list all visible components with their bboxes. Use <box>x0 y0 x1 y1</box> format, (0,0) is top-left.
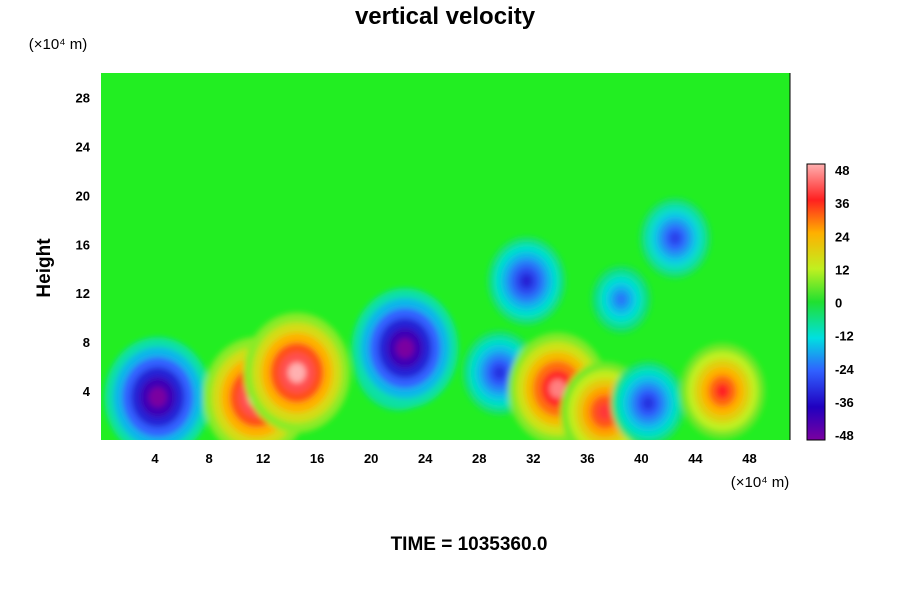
contour-feature <box>351 288 459 409</box>
y-axis-label: Height <box>34 238 55 298</box>
y-tick-label: 20 <box>76 188 90 203</box>
colorbar-tick-label: -24 <box>835 362 855 377</box>
contour-feature <box>104 337 211 440</box>
x-tick-label: 16 <box>310 451 324 466</box>
y-axis-unit-label: (×10⁴ m) <box>29 36 88 53</box>
contour-level <box>597 403 613 421</box>
y-axis-ticks: 4 8 12 16 20 24 28 <box>76 90 91 399</box>
contour-level <box>669 231 682 245</box>
time-label: TIME = 1035360.0 <box>391 534 548 555</box>
contour-feature <box>591 265 651 334</box>
colorbar-tick-label: 24 <box>835 229 850 244</box>
contour-feature <box>639 198 711 279</box>
colorbar-tick-label: 0 <box>835 296 842 311</box>
x-tick-label: 8 <box>205 451 212 466</box>
y-tick-label: 4 <box>83 384 91 399</box>
colorbar-ticks: 48 36 24 12 0 -12 -24 -36 -48 <box>835 163 855 443</box>
contour-level <box>287 362 306 383</box>
x-tick-label: 32 <box>526 451 540 466</box>
contour-feature <box>611 361 686 440</box>
chart-title: vertical velocity <box>355 3 536 30</box>
contour-level <box>148 387 167 408</box>
contour-level <box>520 273 534 289</box>
x-tick-label: 48 <box>742 451 756 466</box>
x-tick-label: 24 <box>418 451 433 466</box>
contour-level <box>493 365 506 380</box>
colorbar-scale <box>806 163 826 441</box>
contour-feature <box>680 343 765 440</box>
contour-field <box>104 198 765 440</box>
colorbar-tick-label: 36 <box>835 196 849 211</box>
y-tick-label: 28 <box>76 90 90 105</box>
x-tick-label: 4 <box>151 451 159 466</box>
x-tick-label: 12 <box>256 451 270 466</box>
colorbar-tick-label: -12 <box>835 329 854 344</box>
x-axis-ticks: 4 8 12 16 20 24 28 32 36 40 44 48 <box>151 451 756 466</box>
colorbar-tick-label: 48 <box>835 163 849 178</box>
x-tick-label: 28 <box>472 451 486 466</box>
contour-feature <box>243 312 351 433</box>
colorbar: 48 36 24 12 0 -12 -24 -36 -48 <box>806 163 855 443</box>
x-tick-label: 36 <box>580 451 594 466</box>
colorbar-tick-label: -48 <box>835 428 854 443</box>
colorbar-tick-label: -36 <box>835 395 854 410</box>
y-tick-label: 24 <box>76 139 91 154</box>
contour-level <box>616 293 627 306</box>
contour-level <box>641 396 655 411</box>
x-tick-label: 20 <box>364 451 378 466</box>
x-tick-label: 44 <box>688 451 703 466</box>
y-tick-label: 16 <box>76 237 90 252</box>
contour-level <box>396 338 414 359</box>
contour-feature <box>487 236 566 325</box>
colorbar-tick-label: 12 <box>835 262 849 277</box>
plot-area <box>101 73 790 440</box>
y-tick-label: 12 <box>76 286 90 301</box>
y-tick-label: 8 <box>83 335 90 350</box>
contour-level <box>715 383 730 400</box>
x-tick-label: 40 <box>634 451 648 466</box>
x-axis-unit-label: (×10⁴ m) <box>731 474 790 491</box>
contour-level <box>549 379 566 398</box>
